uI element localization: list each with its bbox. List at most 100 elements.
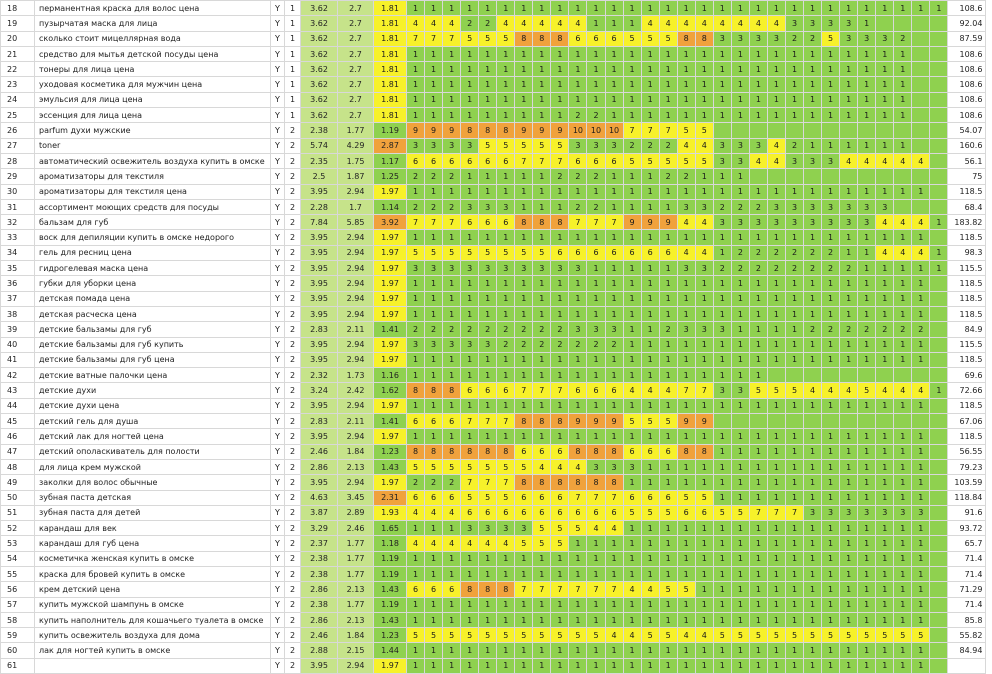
position-cell[interactable]: 1 bbox=[550, 657, 570, 674]
position-cell[interactable]: 1 bbox=[821, 550, 841, 567]
position-cell[interactable]: 4 bbox=[496, 15, 516, 32]
position-cell[interactable]: 1 bbox=[586, 657, 606, 674]
position-cell[interactable]: 1 bbox=[676, 107, 696, 124]
position-cell[interactable]: 6 bbox=[405, 413, 426, 430]
position-cell[interactable]: 1 bbox=[748, 290, 768, 307]
position-cell[interactable]: 1 bbox=[893, 0, 913, 17]
position-cell[interactable]: 1 bbox=[893, 443, 913, 460]
position-cell[interactable]: 1 bbox=[442, 183, 462, 200]
flag-cell[interactable]: Y bbox=[270, 474, 285, 491]
position-cell[interactable]: 2 bbox=[640, 137, 660, 154]
position-cell[interactable]: 1 bbox=[568, 428, 588, 445]
position-cell[interactable]: 1 bbox=[514, 290, 534, 307]
group-cell[interactable]: 2 bbox=[284, 260, 301, 277]
score-a-cell[interactable]: 3.95 bbox=[300, 290, 338, 307]
position-cell[interactable]: 1 bbox=[784, 520, 805, 537]
position-cell[interactable]: 1 bbox=[460, 428, 480, 445]
total-cell[interactable]: 71.4 bbox=[947, 596, 987, 613]
position-cell[interactable]: 4 bbox=[640, 15, 660, 32]
position-cell[interactable]: 1 bbox=[514, 550, 534, 567]
score-b-cell[interactable]: 1.73 bbox=[337, 367, 374, 384]
keyword-cell[interactable]: заколки для волос обычные bbox=[34, 474, 271, 491]
score-c-cell[interactable]: 1.16 bbox=[373, 367, 407, 384]
position-cell[interactable]: 1 bbox=[748, 91, 768, 109]
score-b-cell[interactable]: 2.13 bbox=[337, 611, 374, 629]
position-cell[interactable]: 1 bbox=[784, 474, 805, 491]
position-cell[interactable]: 1 bbox=[875, 275, 895, 292]
position-cell[interactable]: 1 bbox=[875, 137, 895, 154]
position-cell[interactable]: 1 bbox=[784, 305, 805, 323]
position-cell[interactable]: 2 bbox=[784, 137, 805, 154]
position-cell[interactable]: 5 bbox=[478, 137, 498, 154]
position-cell[interactable]: 1 bbox=[839, 474, 859, 491]
position-cell[interactable]: 1 bbox=[676, 565, 696, 583]
position-cell[interactable]: 6 bbox=[640, 489, 660, 506]
position-cell[interactable]: 1 bbox=[550, 91, 570, 109]
position-cell[interactable]: 1 bbox=[893, 137, 913, 154]
position-cell[interactable] bbox=[929, 596, 949, 613]
position-cell[interactable]: 1 bbox=[730, 535, 750, 552]
position-cell[interactable]: 1 bbox=[857, 107, 877, 124]
score-a-cell[interactable]: 2.38 bbox=[300, 122, 338, 139]
position-cell[interactable] bbox=[929, 428, 949, 445]
position-cell[interactable]: 1 bbox=[676, 290, 696, 307]
position-cell[interactable]: 5 bbox=[784, 627, 805, 644]
position-cell[interactable]: 1 bbox=[640, 91, 660, 109]
row-number-cell[interactable]: 44 bbox=[0, 397, 35, 415]
position-cell[interactable]: 8 bbox=[514, 214, 534, 231]
position-cell[interactable]: 5 bbox=[694, 152, 714, 170]
flag-cell[interactable]: Y bbox=[270, 260, 285, 277]
position-cell[interactable]: 8 bbox=[478, 443, 498, 460]
position-cell[interactable]: 1 bbox=[532, 61, 552, 78]
position-cell[interactable]: 1 bbox=[622, 611, 642, 629]
position-cell[interactable]: 1 bbox=[442, 351, 462, 369]
position-cell[interactable]: 7 bbox=[676, 382, 696, 399]
score-c-cell[interactable]: 1.43 bbox=[373, 458, 407, 476]
position-cell[interactable]: 9 bbox=[442, 122, 462, 139]
row-number-cell[interactable]: 26 bbox=[0, 122, 35, 139]
score-c-cell[interactable]: 1.81 bbox=[373, 61, 407, 78]
position-cell[interactable]: 1 bbox=[496, 61, 516, 78]
position-cell[interactable]: 1 bbox=[424, 76, 444, 93]
score-a-cell[interactable]: 3.62 bbox=[300, 30, 338, 47]
position-cell[interactable]: 1 bbox=[658, 458, 678, 476]
position-cell[interactable]: 1 bbox=[929, 260, 949, 277]
position-cell[interactable]: 8 bbox=[514, 474, 534, 491]
position-cell[interactable]: 1 bbox=[442, 76, 462, 93]
position-cell[interactable]: 3 bbox=[676, 198, 696, 216]
position-cell[interactable]: 2 bbox=[478, 15, 498, 32]
position-cell[interactable]: 1 bbox=[640, 183, 660, 200]
row-number-cell[interactable]: 32 bbox=[0, 214, 35, 231]
score-c-cell[interactable]: 1.97 bbox=[373, 275, 407, 292]
position-cell[interactable]: 1 bbox=[911, 596, 931, 613]
position-cell[interactable]: 1 bbox=[640, 229, 660, 246]
position-cell[interactable]: 8 bbox=[586, 474, 606, 491]
position-cell[interactable]: 4 bbox=[622, 581, 642, 598]
position-cell[interactable]: 6 bbox=[658, 244, 678, 262]
position-cell[interactable]: 1 bbox=[875, 229, 895, 246]
position-cell[interactable]: 4 bbox=[893, 244, 913, 262]
position-cell[interactable]: 6 bbox=[604, 504, 624, 522]
keyword-cell[interactable]: для лица крем мужской bbox=[34, 458, 271, 476]
row-number-cell[interactable]: 31 bbox=[0, 198, 35, 216]
position-cell[interactable]: 2 bbox=[784, 244, 805, 262]
position-cell[interactable]: 4 bbox=[640, 581, 660, 598]
score-b-cell[interactable]: 2.89 bbox=[337, 504, 374, 522]
keyword-cell[interactable]: воск для депиляции купить в омске недоро… bbox=[34, 229, 271, 246]
position-cell[interactable]: 1 bbox=[821, 336, 841, 353]
position-cell[interactable] bbox=[929, 91, 949, 109]
position-cell[interactable]: 2 bbox=[622, 137, 642, 154]
position-cell[interactable]: 1 bbox=[766, 596, 786, 613]
position-cell[interactable]: 1 bbox=[875, 611, 895, 629]
position-cell[interactable]: 1 bbox=[514, 0, 534, 17]
position-cell[interactable]: 1 bbox=[460, 367, 480, 384]
position-cell[interactable]: 2 bbox=[748, 260, 768, 277]
score-b-cell[interactable]: 2.42 bbox=[337, 382, 374, 399]
position-cell[interactable]: 1 bbox=[550, 107, 570, 124]
position-cell[interactable]: 6 bbox=[424, 152, 444, 170]
position-cell[interactable]: 1 bbox=[911, 642, 931, 659]
position-cell[interactable]: 1 bbox=[568, 596, 588, 613]
position-cell[interactable]: 1 bbox=[694, 183, 714, 200]
total-cell[interactable]: 71.29 bbox=[947, 581, 987, 598]
position-cell[interactable]: 1 bbox=[694, 367, 714, 384]
